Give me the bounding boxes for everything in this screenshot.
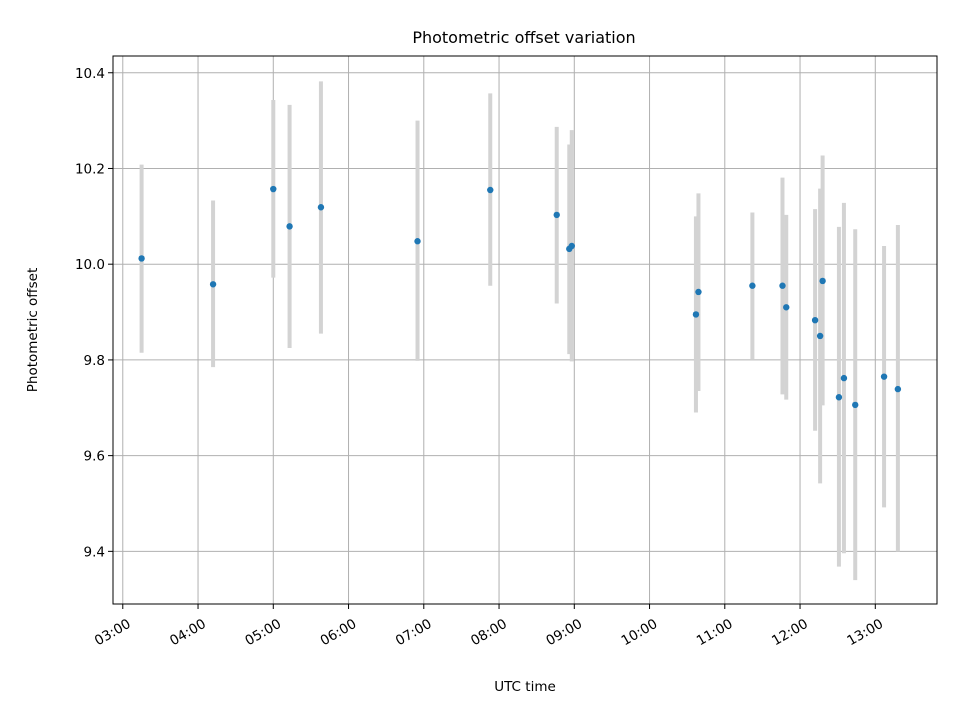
y-tick-label: 10.4	[75, 66, 105, 82]
data-point	[568, 242, 575, 250]
data-point	[749, 282, 756, 289]
data-point	[487, 186, 494, 194]
data-point	[840, 374, 848, 382]
data-points	[138, 185, 902, 409]
data-point	[695, 288, 702, 296]
data-point	[138, 255, 145, 262]
data-point	[317, 204, 325, 211]
chart-title: Photometric offset variation	[412, 28, 635, 47]
data-point	[553, 211, 560, 219]
data-point	[880, 373, 888, 380]
data-point	[414, 238, 421, 245]
plot-frame	[112, 55, 938, 605]
data-point	[209, 281, 217, 288]
data-point	[852, 401, 859, 409]
data-point	[811, 316, 819, 324]
data-point	[835, 394, 843, 401]
x-axis-label: UTC time	[494, 679, 556, 695]
data-point	[894, 385, 902, 393]
data-point	[270, 185, 277, 193]
data-point	[783, 304, 790, 311]
y-tick-label: 10.0	[75, 257, 105, 273]
y-tick-label: 10.2	[75, 161, 105, 177]
y-axis-ticks: 9.4 9.6 9.8 10.0 10.2 10.4	[75, 66, 113, 560]
data-point	[819, 277, 826, 285]
data-point	[816, 332, 824, 340]
y-tick-label: 9.8	[84, 353, 105, 369]
y-axis-label: Photometric offset	[25, 268, 41, 392]
y-tick-label: 9.6	[84, 449, 105, 465]
data-point	[692, 311, 700, 318]
y-tick-label: 9.4	[84, 544, 105, 560]
data-point	[779, 282, 786, 289]
data-point	[286, 223, 293, 230]
